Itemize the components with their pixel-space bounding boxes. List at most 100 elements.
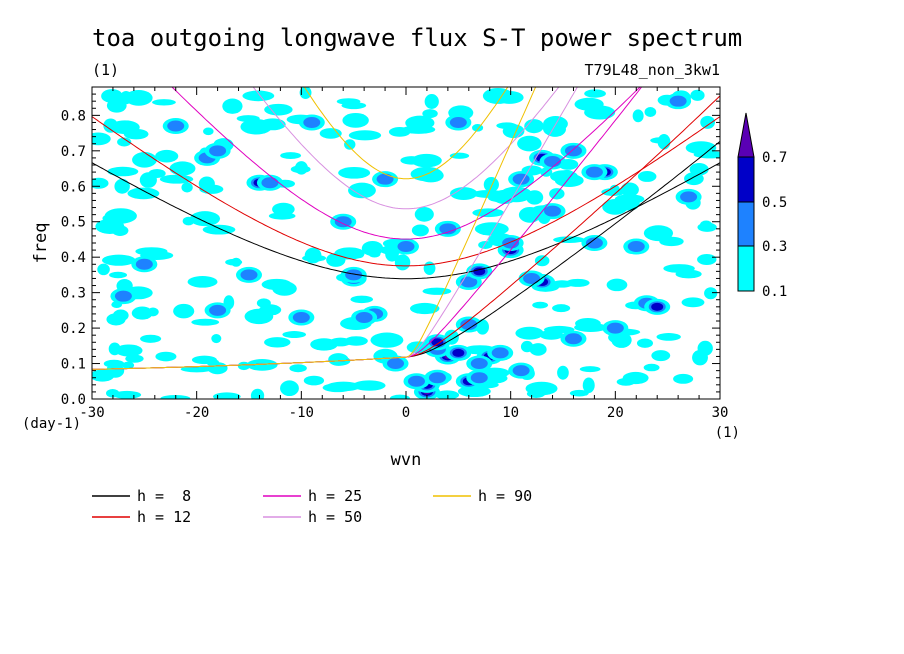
contour-cell	[92, 132, 111, 146]
contour-cell	[417, 168, 444, 183]
contour-cell	[303, 116, 321, 128]
contour-cell	[348, 130, 382, 141]
contour-cell	[553, 236, 585, 243]
contour-cell	[109, 271, 128, 279]
contour-cell	[620, 182, 639, 197]
contour-cell	[112, 390, 142, 399]
contour-cell	[389, 394, 410, 399]
title-unit: (1)	[92, 61, 119, 79]
contour-cell	[181, 182, 193, 193]
contour-cell	[524, 119, 544, 134]
contour-cell	[237, 361, 250, 371]
x-axis-label: wvn	[391, 450, 422, 470]
colorbar-label: 0.1	[762, 284, 787, 300]
contour-cell	[643, 225, 674, 242]
contour-cell	[290, 165, 311, 174]
contour-cell	[203, 127, 214, 136]
contour-cell	[244, 308, 274, 325]
contour-cell	[409, 302, 440, 315]
run-label: T79L48_non_3kw1	[585, 61, 720, 79]
contour-cell	[585, 166, 603, 178]
contour-cell	[529, 343, 547, 356]
y-tick-label: 0.0	[61, 392, 86, 408]
contour-cell	[209, 304, 227, 316]
contour-cell	[338, 166, 371, 179]
colorbar-label: 0.3	[762, 239, 787, 255]
contour-cell	[114, 290, 132, 302]
contour-cell	[407, 375, 425, 387]
contour-cell	[135, 247, 168, 256]
contour-cell	[180, 365, 213, 373]
contour-cell	[97, 263, 110, 276]
x-tick-label: 10	[502, 405, 519, 421]
contour-cell	[261, 177, 279, 189]
contour-cell	[680, 191, 698, 203]
contour-cell	[344, 336, 368, 346]
x-tick-label: 20	[607, 405, 624, 421]
contour-cell	[518, 206, 542, 223]
contour-cell	[140, 334, 162, 343]
x-tick-label: -20	[184, 405, 209, 421]
power-contours	[92, 87, 720, 399]
y-tick-label: 0.4	[61, 250, 86, 266]
contour-cell	[564, 333, 582, 345]
contour-cell	[520, 340, 534, 353]
contour-cell	[310, 338, 338, 351]
contour-cell	[585, 237, 603, 249]
contour-cell	[627, 241, 645, 253]
y-tick-label: 0.3	[61, 286, 86, 302]
contour-cell	[109, 120, 140, 135]
contour-cell	[264, 103, 293, 116]
dispersion-curve	[92, 162, 720, 280]
contour-cell	[449, 187, 478, 200]
contour-cell	[697, 340, 713, 356]
contour-cell	[656, 333, 681, 341]
contour-cell	[368, 250, 381, 258]
contour-cell	[319, 128, 342, 139]
y-unit-label: (day-1)	[22, 416, 81, 432]
contour-cell	[282, 331, 307, 338]
x-axis-ticks: -30 -20 -10 0 10 20 30	[79, 87, 728, 421]
contour-cell	[643, 363, 660, 372]
contour-cell	[602, 199, 628, 215]
contour-cell	[328, 353, 349, 366]
contour-cell	[127, 187, 160, 200]
contour-cell	[515, 326, 544, 340]
contour-cell	[534, 255, 550, 267]
contour-cell	[542, 120, 554, 135]
contour-cell	[355, 311, 373, 323]
contour-cell	[579, 366, 601, 373]
legend-label: h = 50	[308, 508, 362, 526]
colorbar-box	[737, 245, 755, 292]
contour-cell	[397, 241, 415, 253]
colorbar-label: 0.7	[762, 150, 787, 166]
contour-cell	[700, 115, 715, 129]
contour-cell	[376, 173, 394, 185]
legend: h = 8 h = 12 h = 25 h = 50 h = 90	[92, 487, 532, 526]
contour-cell	[187, 276, 218, 288]
contour-cell	[428, 372, 446, 384]
contour-cell	[414, 207, 434, 222]
contour-cell	[460, 319, 478, 331]
contour-cell	[544, 205, 562, 217]
contour-cell	[431, 338, 444, 347]
contour-cell	[199, 184, 224, 194]
contour-cell	[681, 297, 705, 308]
legend-label: h = 12	[137, 508, 191, 526]
contour-cell	[107, 166, 139, 177]
contour-cell	[250, 388, 265, 399]
contour-cell	[405, 115, 435, 131]
contour-cell	[350, 295, 374, 304]
contour-cell	[472, 208, 505, 218]
contour-cell	[406, 341, 430, 354]
contour-cell	[526, 190, 544, 205]
y-tick-label: 0.7	[61, 144, 86, 160]
contour-cell	[272, 202, 295, 216]
contour-cell	[344, 139, 356, 150]
x-tick-label: 30	[712, 405, 729, 421]
contour-cell	[102, 254, 136, 266]
contour-cell	[669, 95, 687, 107]
contour-cell	[582, 377, 595, 394]
contour-cell	[303, 375, 325, 386]
